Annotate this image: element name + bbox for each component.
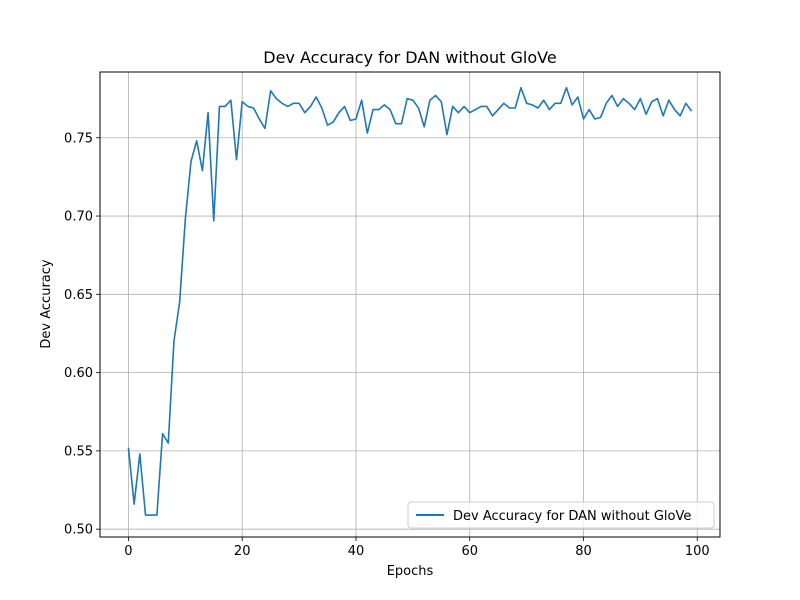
plot-frame xyxy=(99,71,721,538)
x-tick-label: 0 xyxy=(124,544,132,559)
legend-label: Dev Accuracy for DAN without GloVe xyxy=(453,509,691,524)
series-layer xyxy=(127,86,693,516)
y-tick-label: 0.65 xyxy=(64,288,93,303)
y-tick-label: 0.60 xyxy=(64,366,93,381)
ticks: 0 20 40 60 80 100 0.50 0.55 0.60 0.65 0.70 0.75 xyxy=(64,131,710,559)
y-tick-label: 0.70 xyxy=(64,210,93,225)
x-tick-label: 20 xyxy=(234,544,251,559)
y-tick-label: 0.75 xyxy=(64,131,93,146)
y-tick-label: 0.55 xyxy=(64,444,93,459)
chart-title: Dev Accuracy for DAN without GloVe xyxy=(263,48,556,67)
x-tick-label: 80 xyxy=(575,544,592,559)
x-tick-label: 40 xyxy=(348,544,365,559)
x-axis-label: Epochs xyxy=(387,564,434,579)
x-tick-label: 60 xyxy=(461,544,478,559)
y-tick-label: 0.50 xyxy=(64,523,93,538)
legend-box xyxy=(407,501,715,529)
y-axis-label: Dev Accuracy xyxy=(39,259,54,348)
x-tick-label: 100 xyxy=(685,544,710,559)
legend: Dev Accuracy for DAN without GloVe xyxy=(407,501,715,529)
series-line xyxy=(127,86,693,516)
grid xyxy=(100,72,720,537)
